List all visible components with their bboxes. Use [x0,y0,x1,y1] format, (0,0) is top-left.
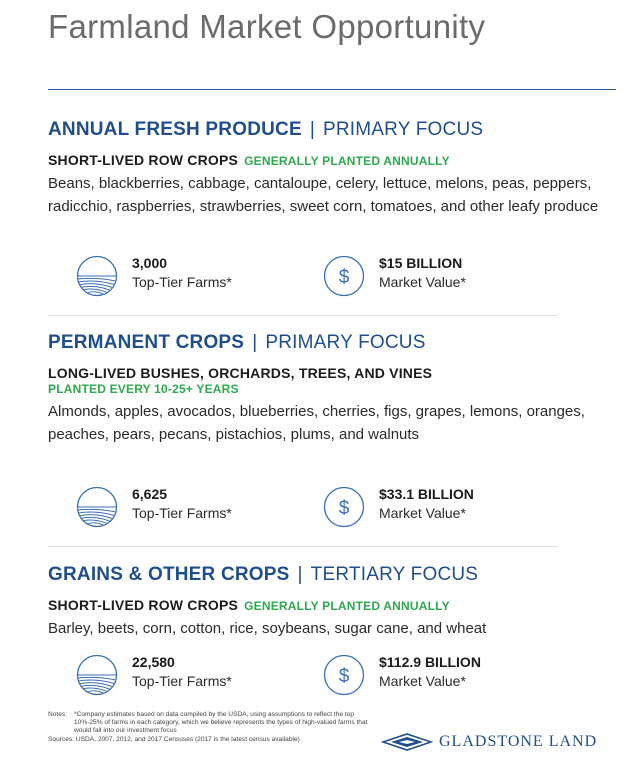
market-value-label: Market Value* [379,505,466,521]
section-divider [48,546,558,547]
section-heading-title: ANNUAL FRESH PRODUCE [48,119,302,140]
page-title: Farmland Market Opportunity [48,8,486,45]
footnotes: Notes: *Company estimates based on data … [48,711,378,744]
section-focus: PRIMARY FOCUS [265,332,426,353]
crop-type: SHORT-LIVED ROW CROPS GENERALLY PLANTED A… [48,152,616,168]
section-heading: PERMANENT CROPS | PRIMARY FOCUS [48,332,616,354]
planting-frequency: GENERALLY PLANTED ANNUALLY [244,154,450,168]
farmland-globe-icon [76,255,118,297]
notes-row: Notes: *Company estimates based on data … [48,711,378,736]
crop-list: Beans, blackberries, cabbage, cantaloupe… [48,175,599,215]
stats-row: 3,000 Top-Tier Farms* $ $15 BILLION Mark… [48,255,588,299]
market-value: $33.1 BILLION [379,486,474,502]
heading-separator: | [252,332,258,353]
notes-label: Notes: [48,711,68,718]
market-value-label: Market Value* [379,274,466,290]
crop-type: SHORT-LIVED ROW CROPS GENERALLY PLANTED A… [48,597,616,613]
farms-count: 22,580 [132,654,175,670]
crop-type-label: LONG-LIVED BUSHES, ORCHARDS, TREES, AND … [48,365,433,381]
farmland-globe-icon [76,654,118,696]
market-value-label: Market Value* [379,673,466,689]
farms-count: 6,625 [132,486,168,502]
svg-text:$: $ [339,498,350,519]
title-divider [48,89,616,90]
market-value: $112.9 BILLION [379,654,481,670]
gladstone-mark-icon [381,733,433,751]
farms-label: Top-Tier Farms* [132,673,232,689]
crop-type-label: SHORT-LIVED ROW CROPS [48,152,239,168]
heading-separator: | [297,564,303,585]
notes-text: *Company estimates based on data compile… [74,711,368,735]
section-focus: TERTIARY FOCUS [310,564,479,585]
crop-type-label: SHORT-LIVED ROW CROPS [48,597,239,613]
farms-label: Top-Tier Farms* [132,505,232,521]
section-focus: PRIMARY FOCUS [322,119,484,140]
stats-row: 6,625 Top-Tier Farms* $ $33.1 BILLION Ma… [48,486,588,530]
dollar-circle-icon: $ [323,654,365,696]
section-annual-fresh-produce: ANNUAL FRESH PRODUCE | PRIMARY FOCUS SHORT… [48,119,616,218]
farms-count: 3,000 [132,255,168,271]
dollar-circle-icon: $ [323,486,365,528]
sources-text: Sources: USDA, 2007, 2012, and 2017 Cens… [48,735,300,743]
section-divider [48,315,558,316]
crop-list: Barley, beets, corn, cotton, rice, soybe… [48,620,487,637]
stats-row: 22,580 Top-Tier Farms* $ $112.9 BILLION … [48,654,588,698]
farms-label: Top-Tier Farms* [132,274,232,290]
section-grains-other-crops: GRAINS & OTHER CROPS | TERTIARY FOCUS SHOR… [48,564,616,640]
section-heading: GRAINS & OTHER CROPS | TERTIARY FOCUS [48,564,616,586]
brand-name: GLADSTONE LAND [439,733,598,750]
company-logo: GLADSTONE LAND [381,731,621,753]
crop-list: Almonds, apples, avocados, blueberries, … [48,403,585,443]
market-value: $15 BILLION [379,255,463,271]
section-heading-title: GRAINS & OTHER CROPS [48,564,290,585]
section-heading: ANNUAL FRESH PRODUCE | PRIMARY FOCUS [48,119,616,141]
svg-text:$: $ [339,666,350,687]
heading-separator: | [309,119,315,140]
dollar-circle-icon: $ [323,255,365,297]
section-permanent-crops: PERMANENT CROPS | PRIMARY FOCUS LONG-LIVED… [48,332,616,446]
section-heading-title: PERMANENT CROPS [48,332,245,353]
planting-frequency: PLANTED EVERY 10-25+ YEARS [48,382,239,396]
farmland-globe-icon [76,486,118,528]
planting-frequency: GENERALLY PLANTED ANNUALLY [244,599,450,613]
svg-text:$: $ [339,267,350,288]
